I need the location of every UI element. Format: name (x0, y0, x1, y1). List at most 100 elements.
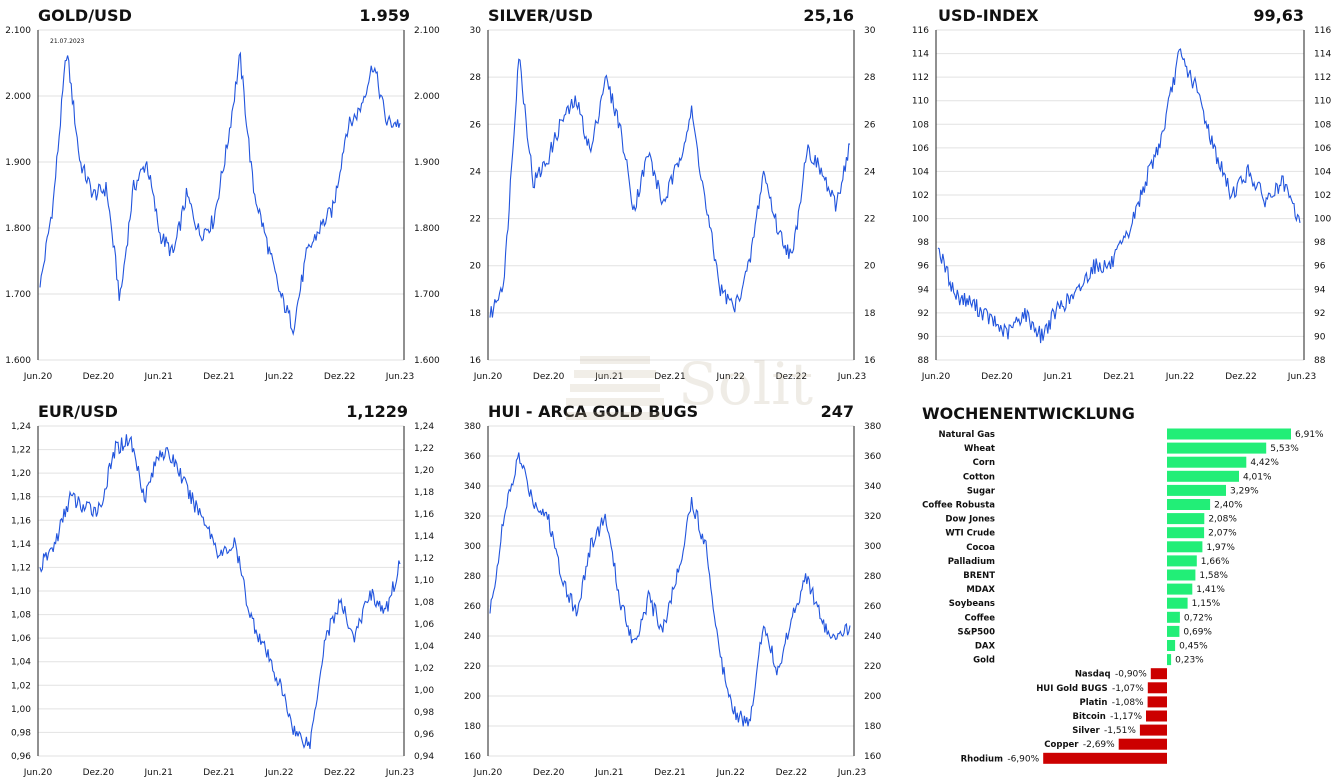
x-tick-label: Dez.22 (776, 768, 808, 778)
y-tick-label: 360 (464, 452, 481, 462)
y-tick-label: 0,96 (11, 752, 31, 762)
y-tick-label: 2.100 (5, 26, 31, 36)
y-tick-label: 1.600 (5, 356, 31, 366)
chart-title: HUI - ARCA GOLD BUGS (488, 402, 699, 421)
value-label: 6,91% (1295, 430, 1324, 440)
x-tick-label: Dez.22 (1225, 372, 1257, 382)
hui-line-chart: 160 180 200 220 240 260 280 300 320 340 360 380 160 1… (464, 422, 882, 778)
y-tick-label: 1,10 (11, 587, 31, 597)
category-label: BRENT (963, 571, 995, 581)
x-tick-label: Dez.20 (533, 372, 565, 382)
category-label: Coffee Robusta (922, 501, 995, 511)
x-tick-label: Jun.22 (264, 768, 293, 778)
y-tick-label-right: 88 (1314, 356, 1326, 366)
y-tick-label-right: 220 (864, 662, 881, 672)
x-tick-label: Jun.23 (385, 768, 414, 778)
gold-line-chart: 1.600 1.700 1.800 1.900 2.000 2.100 1.600 1.700… (5, 26, 440, 382)
performance-bar (1146, 710, 1167, 722)
y-tick-label-right: 30 (864, 26, 876, 36)
y-tick-label: 1,14 (11, 540, 31, 550)
value-label: -1,51% (1104, 726, 1136, 736)
performance-bar (1139, 724, 1167, 736)
performance-bar (1167, 541, 1203, 553)
y-tick-label: 88 (918, 356, 930, 366)
performance-bar (1167, 456, 1247, 468)
category-label: HUI Gold BUGS (1036, 684, 1107, 694)
value-label: 5,53% (1270, 444, 1299, 454)
y-tick-label-right: 160 (864, 752, 881, 762)
y-tick-label: 16 (470, 356, 482, 366)
y-tick-label-right: 1,18 (414, 488, 434, 498)
y-tick-label: 1,22 (11, 446, 31, 456)
y-tick-label-right: 94 (1314, 285, 1326, 295)
performance-bar (1150, 668, 1167, 680)
y-tick-label-right: 2.000 (414, 92, 440, 102)
performance-bar (1167, 611, 1180, 623)
y-tick-label-right: 280 (864, 572, 881, 582)
silver-chart-panel: SILVER/USD 25,16 16 18 20 22 24 26 28 30 16 18 20 2… (450, 0, 900, 392)
y-tick-label: 380 (464, 422, 481, 432)
x-tick-label: Dez.21 (654, 372, 686, 382)
y-tick-label: 20 (470, 262, 482, 272)
category-label: Sugar (967, 486, 996, 496)
performance-bar (1167, 583, 1193, 595)
y-tick-label: 26 (470, 120, 482, 130)
x-tick-label: Jun.21 (1043, 372, 1072, 382)
y-tick-label: 24 (470, 167, 482, 177)
performance-bar (1167, 597, 1188, 609)
y-tick-label: 90 (918, 332, 930, 342)
category-label: Copper (1044, 740, 1079, 750)
category-label: Soybeans (949, 599, 995, 609)
y-tick-label: 96 (918, 262, 930, 272)
y-tick-label: 1,04 (11, 658, 31, 668)
gold-chart-panel: GOLD/USD 1.959 1.600 1.700 1.800 1.900 2.000… (0, 0, 450, 392)
y-tick-label: 260 (464, 602, 481, 612)
x-tick-label: Jun.20 (473, 372, 503, 382)
x-tick-label: Jun.20 (473, 768, 503, 778)
y-tick-label-right: 0,98 (414, 708, 434, 718)
silver-line-chart: 16 18 20 22 24 26 28 30 16 18 20 22 24 26 28 30 Jun.20 De… (470, 26, 876, 382)
y-tick-label-right: 92 (1314, 309, 1325, 319)
date-annotation: 21.07.2023 (50, 38, 85, 45)
y-tick-label-right: 1,08 (414, 598, 434, 608)
x-tick-label: Dez.20 (533, 768, 565, 778)
x-tick-label: Jun.23 (837, 372, 866, 382)
value-label: 2,40% (1214, 501, 1243, 511)
y-tick-label: 1,20 (11, 469, 31, 479)
x-tick-label: Jun.20 (921, 372, 951, 382)
y-tick-label-right: 360 (864, 452, 881, 462)
y-tick-label-right: 110 (1314, 97, 1331, 107)
y-tick-label: 102 (912, 191, 929, 201)
performance-bar (1167, 513, 1205, 525)
y-tick-label-right: 1,10 (414, 576, 434, 586)
y-tick-label-right: 102 (1314, 191, 1331, 201)
hui-chart-panel: HUI - ARCA GOLD BUGS 247 160 180 200 220 240… (450, 396, 900, 784)
y-tick-label: 116 (912, 26, 929, 36)
category-label: Gold (973, 656, 995, 666)
chart-title: GOLD/USD (38, 6, 132, 25)
y-tick-label: 1,12 (11, 563, 31, 573)
y-tick-label-right: 380 (864, 422, 881, 432)
price-line (489, 452, 851, 727)
category-label: Cocoa (966, 543, 995, 553)
y-tick-label: 1,16 (11, 516, 31, 526)
category-label: Silver (1072, 726, 1100, 736)
y-tick-label: 106 (912, 144, 929, 154)
x-tick-label: Jun.20 (23, 768, 53, 778)
value-label: 2,08% (1208, 515, 1237, 525)
y-tick-label-right: 104 (1314, 167, 1331, 177)
chart-title: USD-INDEX (938, 6, 1039, 25)
y-tick-label: 28 (470, 73, 482, 83)
y-tick-label: 1,02 (11, 681, 31, 691)
x-tick-label: Jun.21 (143, 372, 172, 382)
value-label: 2,07% (1208, 529, 1237, 539)
y-tick-label: 94 (918, 285, 930, 295)
value-label: 1,41% (1196, 585, 1225, 595)
y-tick-label: 22 (470, 215, 481, 225)
performance-bar (1118, 738, 1167, 750)
usdindex-chart-panel: USD-INDEX 99,63 88 90 92 94 96 98 100 102 104 106… (900, 0, 1340, 392)
performance-bar (1167, 484, 1226, 496)
value-label: -2,69% (1083, 740, 1115, 750)
y-tick-label: 18 (470, 309, 482, 319)
x-tick-label: Dez.22 (324, 372, 356, 382)
